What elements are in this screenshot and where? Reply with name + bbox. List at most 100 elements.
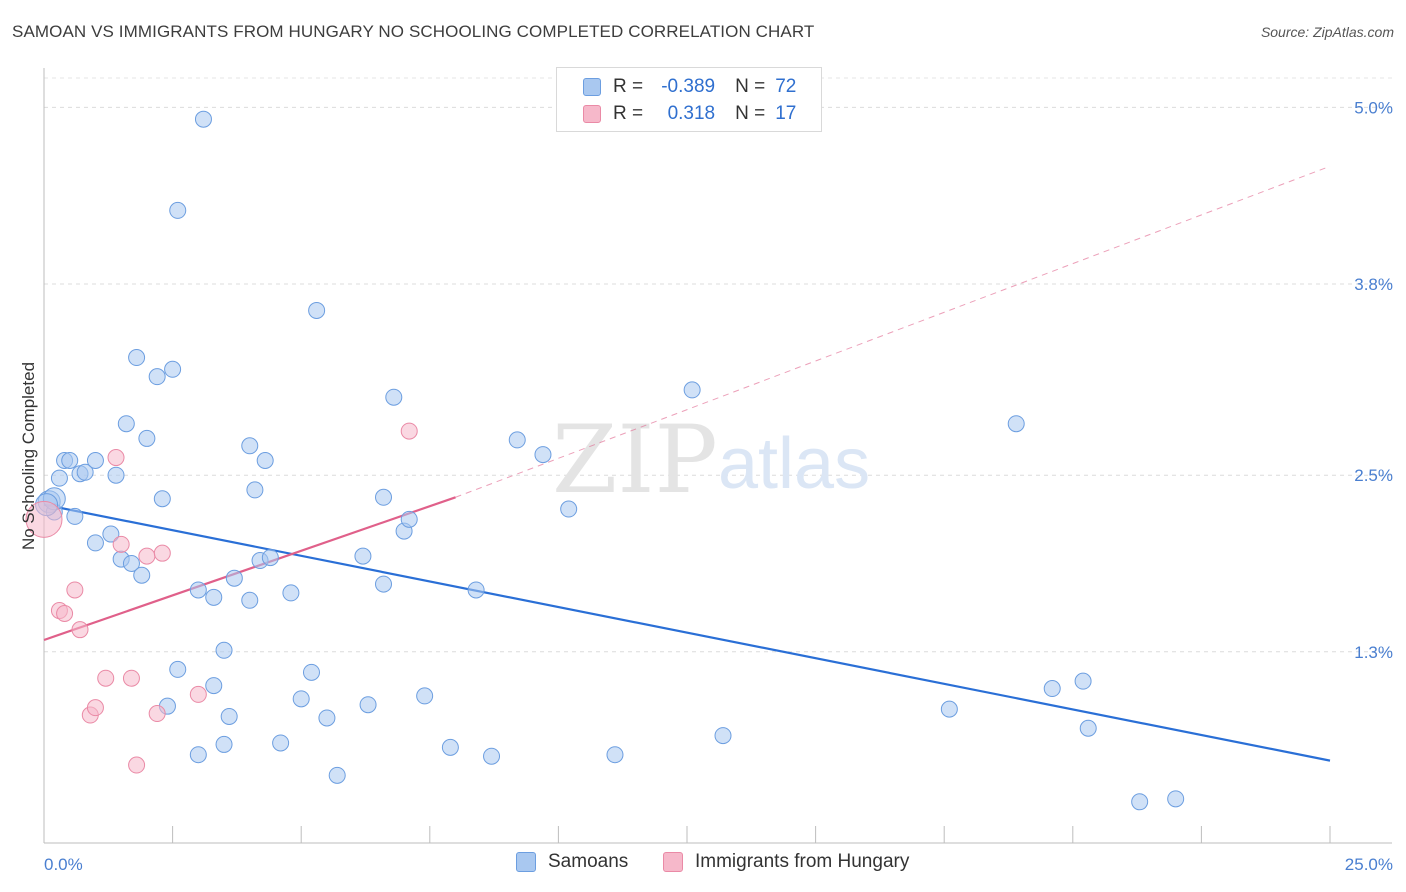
- grid-lines: [44, 77, 1392, 653]
- samoans-point: [133, 566, 151, 584]
- legend-label-hungary: Immigrants from Hungary: [695, 851, 910, 872]
- legend-swatch-hungary: [583, 105, 601, 123]
- samoans-point: [86, 534, 104, 552]
- samoans-point: [282, 584, 300, 602]
- y-tick-label: 2.5%: [1354, 466, 1393, 485]
- hungary-point: [400, 422, 418, 440]
- samoans-point: [86, 452, 104, 469]
- samoans-point: [508, 431, 526, 449]
- samoans-point: [354, 547, 372, 565]
- hungary-point: [153, 544, 171, 562]
- watermark-zip: ZIP: [552, 406, 718, 515]
- samoans-point: [205, 677, 223, 695]
- samoans-point: [359, 696, 377, 714]
- watermark: ZIP atlas: [552, 406, 870, 515]
- hungary-point: [122, 669, 140, 687]
- samoans-point: [385, 388, 403, 406]
- samoans-point: [467, 581, 485, 599]
- samoans-point: [138, 429, 156, 447]
- y-tick-label: 5.0%: [1354, 98, 1393, 117]
- legend-item-hungary: Immigrants from Hungary: [663, 851, 909, 873]
- hungary-point: [25, 500, 63, 538]
- hungary-point: [112, 535, 130, 553]
- samoans-point: [61, 452, 79, 469]
- hungary-point: [107, 449, 125, 467]
- legend-swatch-samoans: [583, 78, 601, 96]
- hungary-point: [71, 621, 89, 639]
- legend-n-label: N =: [735, 103, 766, 124]
- samoans-point: [50, 469, 68, 487]
- samoans-point: [940, 700, 958, 718]
- samoans-point: [272, 734, 290, 752]
- hungary-point: [66, 581, 84, 599]
- hungary-point: [189, 685, 207, 703]
- samoans-point: [560, 500, 578, 518]
- correlation-legend: R = -0.389 N = 72 R = 0.318 N = 17: [556, 67, 822, 132]
- samoans-point: [128, 349, 146, 367]
- hungary-point: [138, 547, 156, 565]
- x-tick-label: 0.0%: [44, 855, 83, 874]
- samoans-point: [328, 766, 346, 784]
- samoans-point: [66, 507, 84, 525]
- legend-r-label: R =: [613, 103, 644, 124]
- hungary-point: [148, 705, 166, 723]
- samoans-point: [107, 466, 125, 484]
- samoans-point: [308, 301, 326, 319]
- legend-swatch-samoans: [516, 852, 536, 872]
- hungary-trend-extension: [455, 165, 1331, 498]
- source-label: Source: ZipAtlas.com: [1260, 24, 1394, 40]
- samoans-point: [220, 707, 238, 725]
- samoans-point: [215, 641, 233, 659]
- data-points: [25, 110, 1185, 811]
- samoans-point: [102, 525, 120, 543]
- samoans-point: [148, 368, 166, 386]
- samoans-point: [1007, 415, 1025, 433]
- samoans-point: [246, 481, 264, 499]
- samoans-point: [416, 687, 434, 705]
- samoans-point: [714, 727, 732, 745]
- axes: [43, 68, 1392, 844]
- samoans-point: [256, 452, 274, 469]
- samoans-point: [1131, 793, 1149, 811]
- samoans-point: [215, 735, 233, 753]
- samoans-point: [241, 591, 259, 609]
- samoans-point: [606, 746, 624, 764]
- legend-label-samoans: Samoans: [548, 851, 629, 872]
- hungary-point: [86, 699, 104, 717]
- samoans-point: [1043, 680, 1061, 698]
- samoans-point: [169, 660, 187, 678]
- samoans-point: [117, 415, 135, 433]
- x-tick-labels: 0.0% 25.0%: [44, 855, 1393, 874]
- legend-n-label: N =: [735, 76, 766, 97]
- samoans-point: [683, 381, 701, 399]
- samoans-point: [76, 463, 94, 481]
- legend-r-label: R =: [613, 76, 644, 97]
- samoans-point: [375, 488, 393, 506]
- hungary-point: [128, 756, 146, 774]
- samoans-point: [302, 663, 320, 681]
- samoans-point: [194, 110, 212, 128]
- legend-r-value: 0.318: [667, 103, 716, 124]
- samoans-point: [292, 690, 310, 708]
- hungary-trend-line: [43, 496, 456, 642]
- legend-swatch-hungary: [663, 852, 683, 872]
- samoans-point: [205, 588, 223, 606]
- chart-title: SAMOAN VS IMMIGRANTS FROM HUNGARY NO SCH…: [12, 22, 815, 41]
- samoans-point: [122, 554, 140, 572]
- watermark-atlas: atlas: [718, 424, 870, 504]
- legend-item-samoans: Samoans: [516, 851, 628, 873]
- legend-n-value: 17: [775, 103, 797, 124]
- samoans-point: [261, 549, 279, 567]
- hungary-point: [56, 605, 74, 622]
- samoans-point: [375, 575, 393, 593]
- x-tick-label: 25.0%: [1345, 855, 1393, 874]
- legend-n-value: 72: [775, 76, 797, 97]
- y-tick-labels: 1.3% 2.5% 3.8% 5.0%: [1354, 98, 1393, 661]
- y-tick-label: 3.8%: [1354, 275, 1393, 294]
- samoans-point: [241, 437, 259, 455]
- samoans-point: [153, 490, 171, 508]
- samoans-point: [1167, 790, 1185, 808]
- samoans-point: [483, 747, 501, 765]
- legend-row-hungary: R = 0.318 N = 17: [583, 101, 796, 127]
- samoans-point: [189, 746, 207, 764]
